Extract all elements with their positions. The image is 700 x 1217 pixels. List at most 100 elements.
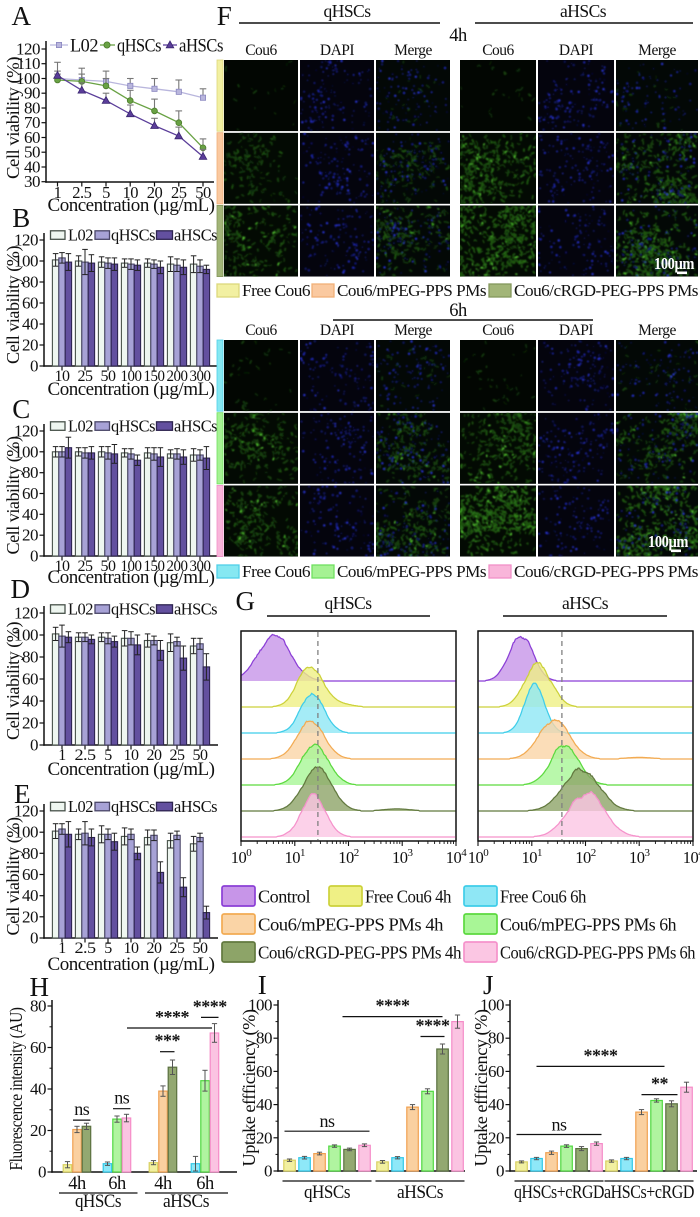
svg-text:50: 50: [193, 747, 209, 764]
svg-text:100: 100: [16, 69, 40, 88]
svg-text:0: 0: [496, 1162, 504, 1181]
svg-text:L02: L02: [68, 600, 93, 619]
svg-text:100: 100: [121, 558, 142, 575]
svg-text:120: 120: [14, 231, 38, 250]
svg-text:aHSCs: aHSCs: [397, 1183, 443, 1203]
svg-text:qHSCs+cRGD: qHSCs+cRGD: [514, 1183, 604, 1203]
svg-text:L02: L02: [68, 417, 93, 436]
svg-text:0: 0: [30, 736, 38, 755]
svg-text:10: 10: [55, 368, 71, 385]
svg-text:20: 20: [22, 526, 38, 545]
svg-text:80: 80: [24, 98, 40, 117]
svg-text:**: **: [651, 1074, 669, 1094]
svg-text:****: ****: [376, 996, 411, 1016]
svg-text:aHSCs: aHSCs: [174, 417, 217, 436]
svg-text:80: 80: [22, 463, 38, 482]
svg-text:100: 100: [14, 252, 38, 271]
svg-text:D: D: [11, 574, 30, 604]
svg-text:qHSCs: qHSCs: [111, 797, 155, 816]
svg-text:60: 60: [22, 294, 38, 313]
svg-text:Merge: Merge: [394, 42, 432, 59]
svg-text:Cou6/cRGD-PEG-PPS PMs: Cou6/cRGD-PEG-PPS PMs: [514, 281, 698, 300]
svg-text:60: 60: [488, 1062, 504, 1081]
svg-text:Cou6/mPEG-PPS PMs: Cou6/mPEG-PPS PMs: [337, 562, 486, 581]
svg-text:DAPI: DAPI: [320, 42, 355, 59]
svg-text:50: 50: [24, 143, 40, 162]
svg-text:Cou6/cRGD-PEG-PPS PMs: Cou6/cRGD-PEG-PPS PMs: [514, 562, 698, 581]
svg-text:Concentration (µg/mL): Concentration (µg/mL): [48, 954, 215, 975]
svg-text:Free Cou6: Free Cou6: [242, 562, 310, 581]
svg-text:Cell viability (%): Cell viability (%): [3, 245, 23, 364]
svg-text:****: ****: [193, 996, 228, 1016]
svg-text:70: 70: [24, 113, 40, 132]
svg-text:C: C: [12, 394, 30, 424]
svg-text:1: 1: [58, 747, 66, 764]
svg-text:aHSCs: aHSCs: [174, 226, 217, 245]
svg-text:25: 25: [171, 183, 187, 202]
svg-text:120: 120: [14, 802, 38, 821]
svg-text:E: E: [14, 779, 30, 809]
svg-text:80: 80: [256, 1029, 272, 1048]
svg-text:aHSCs: aHSCs: [560, 1, 607, 21]
svg-text:4h: 4h: [68, 1174, 86, 1194]
svg-text:100: 100: [121, 368, 142, 385]
svg-text:B: B: [12, 203, 30, 233]
svg-text:5: 5: [104, 940, 112, 957]
svg-text:80: 80: [488, 1029, 504, 1048]
svg-text:0: 0: [38, 1163, 46, 1182]
svg-text:100: 100: [480, 996, 504, 1015]
svg-text:80: 80: [22, 844, 38, 863]
svg-text:Cou6/mPEG-PPS PMs 6h: Cou6/mPEG-PPS PMs 6h: [500, 915, 676, 935]
svg-text:L02: L02: [68, 797, 93, 816]
svg-text:20: 20: [488, 1128, 504, 1147]
svg-text:****: ****: [584, 1045, 619, 1065]
svg-text:100µm: 100µm: [648, 532, 688, 551]
svg-text:20: 20: [256, 1128, 272, 1147]
svg-text:Cell viability (%): Cell viability (%): [3, 56, 23, 179]
svg-text:Control: Control: [258, 887, 310, 907]
svg-text:40: 40: [22, 315, 38, 334]
svg-text:DAPI: DAPI: [559, 42, 594, 59]
svg-text:****: ****: [155, 1007, 190, 1027]
svg-text:ns: ns: [114, 1088, 130, 1108]
svg-text:100: 100: [14, 442, 38, 461]
svg-text:20: 20: [147, 747, 163, 764]
svg-text:aHSCs: aHSCs: [174, 797, 217, 816]
svg-text:A: A: [12, 1, 32, 31]
svg-text:6h: 6h: [449, 301, 467, 321]
svg-text:20: 20: [147, 183, 163, 202]
svg-text:Cou6/cRGD-PEG-PPS PMs 6h: Cou6/cRGD-PEG-PPS PMs 6h: [500, 943, 695, 963]
svg-text:aHSCs: aHSCs: [174, 600, 217, 619]
svg-text:150: 150: [144, 558, 165, 575]
svg-text:qHSCs: qHSCs: [111, 226, 155, 245]
svg-text:0: 0: [30, 357, 38, 376]
svg-text:300: 300: [190, 558, 211, 575]
svg-text:***: ***: [155, 1031, 181, 1051]
svg-text:Merge: Merge: [394, 322, 432, 339]
svg-text:Merge: Merge: [638, 42, 676, 59]
svg-text:60: 60: [22, 484, 38, 503]
svg-text:80: 80: [22, 273, 38, 292]
svg-text:40: 40: [22, 692, 38, 711]
svg-text:120: 120: [14, 604, 38, 623]
svg-text:aHSCs+cRGD: aHSCs+cRGD: [604, 1183, 694, 1203]
svg-text:Fluorescence intensity (AU): Fluorescence intensity (AU): [6, 1007, 26, 1171]
svg-text:Cou6: Cou6: [245, 42, 277, 59]
svg-text:qHSCs: qHSCs: [75, 1192, 121, 1212]
svg-text:Cou6/mPEG-PPS PMs: Cou6/mPEG-PPS PMs: [337, 281, 486, 300]
svg-text:100: 100: [14, 823, 38, 842]
svg-text:110: 110: [17, 54, 40, 73]
svg-text:20: 20: [22, 907, 38, 926]
svg-text:300: 300: [190, 368, 211, 385]
svg-text:20: 20: [22, 336, 38, 355]
svg-text:50: 50: [193, 940, 209, 957]
svg-text:Cell viability (%): Cell viability (%): [3, 436, 23, 555]
svg-text:80: 80: [30, 997, 46, 1016]
svg-text:qHSCs: qHSCs: [324, 593, 372, 613]
svg-text:40: 40: [22, 886, 38, 905]
svg-text:6h: 6h: [196, 1174, 214, 1194]
svg-text:20: 20: [22, 714, 38, 733]
svg-text:5: 5: [104, 747, 112, 764]
svg-text:40: 40: [488, 1095, 504, 1114]
svg-text:104: 104: [683, 847, 700, 867]
